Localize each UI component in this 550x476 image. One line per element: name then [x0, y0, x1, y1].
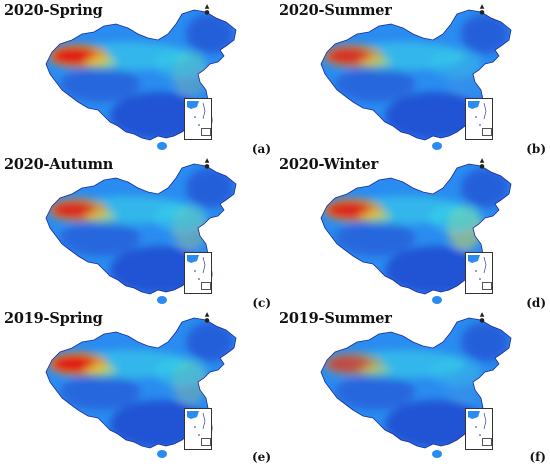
inset-map — [187, 101, 206, 126]
china-heatmap — [45, 317, 237, 458]
inset-legend — [201, 438, 211, 446]
south-china-sea-inset — [184, 408, 212, 450]
map-panel: ▲ ● 2019-Summer (f) — [275, 308, 550, 466]
north-china-zone — [154, 50, 206, 78]
tarim-edge-zone — [84, 364, 116, 376]
south-low-zone — [385, 92, 485, 140]
north-china-zone — [429, 358, 481, 386]
hainan-island — [432, 142, 442, 150]
south-china-sea-inset — [465, 408, 493, 450]
country-outline — [45, 317, 237, 449]
china-heatmap — [320, 163, 512, 304]
china-heatmap — [320, 9, 512, 150]
panel-title: 2019-Spring — [4, 310, 103, 327]
inset-map — [468, 101, 487, 126]
tarim-edge-zone — [359, 364, 391, 376]
tarim-edge-zone — [84, 56, 116, 68]
inset-map — [187, 411, 206, 436]
north-arrow-icon: ▲ ● — [204, 311, 210, 324]
inset-map — [468, 255, 487, 280]
northeast-low-zone — [461, 14, 509, 54]
panel-title: 2020-Spring — [4, 2, 103, 19]
south-china-sea-inset — [465, 252, 493, 294]
country-outline — [320, 163, 512, 295]
china-heatmap — [45, 163, 237, 304]
hainan-island — [157, 142, 167, 150]
inset-legend — [482, 128, 492, 136]
tarim-edge-zone — [359, 210, 391, 222]
inset-legend — [201, 282, 211, 290]
panel-label: (e) — [252, 450, 271, 464]
hainan-island — [157, 450, 167, 458]
map-panel: ▲ ● 2020-Winter (d) — [275, 154, 550, 312]
north-arrow-icon: ▲ ● — [204, 3, 210, 16]
north-arrow-icon: ▲ ● — [479, 157, 485, 170]
china-heatmap — [45, 9, 237, 150]
panel-label: (c) — [252, 296, 271, 310]
panel-title: 2019-Summer — [279, 310, 392, 327]
south-low-zone — [385, 246, 485, 294]
north-arrow-icon: ▲ ● — [479, 311, 485, 324]
northeast-low-zone — [186, 322, 234, 362]
panel-label: (d) — [526, 296, 546, 310]
map-panel: ▲ ● 2020-Summer (b) — [275, 0, 550, 158]
inset-legend — [201, 128, 211, 136]
country-outline — [45, 9, 237, 141]
tarim-edge-zone — [359, 56, 391, 68]
tarim-edge-zone — [84, 210, 116, 222]
tibet-low-zone — [60, 220, 140, 256]
panel-label: (b) — [526, 142, 546, 156]
south-low-zone — [385, 400, 485, 448]
north-china-zone — [154, 204, 206, 232]
tibet-low-zone — [335, 66, 415, 102]
china-heatmap — [320, 317, 512, 458]
tibet-low-zone — [60, 66, 140, 102]
country-outline — [320, 317, 512, 449]
country-outline — [320, 9, 512, 141]
inset-map — [187, 255, 206, 280]
north-arrow-icon: ▲ ● — [204, 157, 210, 170]
northeast-low-zone — [186, 168, 234, 208]
northeast-low-zone — [461, 168, 509, 208]
country-outline — [45, 163, 237, 295]
tibet-low-zone — [335, 374, 415, 410]
north-china-zone — [154, 358, 206, 386]
tibet-low-zone — [335, 220, 415, 256]
panel-title: 2020-Autumn — [4, 156, 114, 173]
south-china-sea-inset — [184, 252, 212, 294]
hainan-island — [432, 296, 442, 304]
northeast-low-zone — [461, 322, 509, 362]
map-panel: ▲ ● 2020-Spring (a) — [0, 0, 275, 158]
north-china-zone — [429, 204, 481, 232]
inset-legend — [482, 282, 492, 290]
panel-title: 2020-Winter — [279, 156, 379, 173]
map-panel: ▲ ● 2020-Autumn (c) — [0, 154, 275, 312]
south-china-sea-inset — [184, 98, 212, 140]
hainan-island — [157, 296, 167, 304]
panel-title: 2020-Summer — [279, 2, 392, 19]
panel-label: (f) — [529, 450, 546, 464]
inset-map — [468, 411, 487, 436]
map-panel: ▲ ● 2019-Spring (e) — [0, 308, 275, 466]
south-china-sea-inset — [465, 98, 493, 140]
inset-legend — [482, 438, 492, 446]
north-arrow-icon: ▲ ● — [479, 3, 485, 16]
panel-label: (a) — [251, 142, 271, 156]
north-china-zone — [429, 50, 481, 78]
hainan-island — [432, 450, 442, 458]
tibet-low-zone — [60, 374, 140, 410]
northeast-low-zone — [186, 14, 234, 54]
